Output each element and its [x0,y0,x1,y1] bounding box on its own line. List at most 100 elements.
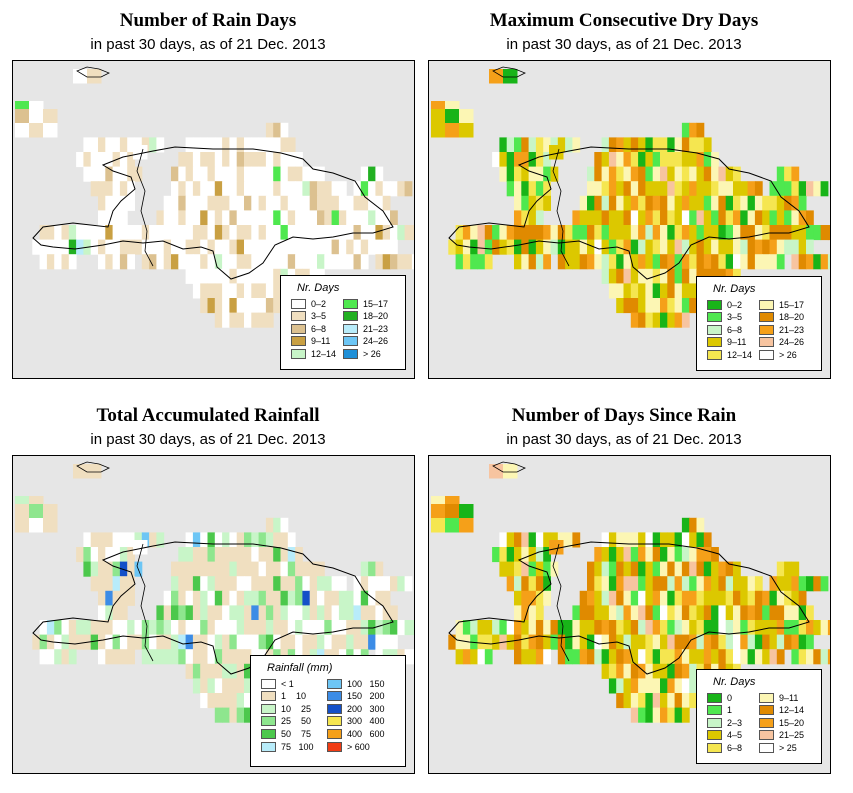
grid-cell [674,663,683,679]
grid-cell [601,547,610,563]
grid-cell [754,254,763,270]
island-outline [76,66,110,78]
legend-label: 21–25 [779,730,805,741]
grid-cell [594,225,603,241]
grid-cell [645,620,654,636]
grid-cell [98,605,106,621]
grid-cell [638,181,646,197]
grid-cell [711,605,719,621]
grid-cell [608,576,617,592]
grid-cell [594,605,603,621]
grid-cell [251,268,260,284]
grid-cell [251,210,260,226]
grid-cell [470,254,478,270]
grid-cell [660,561,668,577]
grid-cell [718,225,727,241]
grid-cell [499,532,508,548]
grid-cell [236,312,245,328]
grid-cell [798,620,807,636]
grid-cell [638,210,646,226]
grid-cell [185,137,194,153]
legend-swatch [707,692,722,703]
grid-cell [236,137,245,153]
grid-cell [236,298,245,314]
grid-cell [236,678,245,694]
grid-cell [630,590,639,606]
grid-cell [222,663,230,679]
grid-cell [681,590,690,606]
grid-cell [769,181,778,197]
grid-cell [798,590,807,606]
grid-cell [674,181,683,197]
grid-cell [528,605,537,621]
grid-cell [616,225,624,241]
grid-cell [638,576,646,592]
grid-cell [324,239,333,255]
grid-cell [776,590,785,606]
grid-cell [448,239,457,255]
grid-cell [346,590,354,606]
grid-cell [309,605,318,621]
grid-cell [689,225,697,241]
grid-cell [273,283,281,299]
grid-cell [601,590,610,606]
grid-cell [462,649,471,665]
legend-item: 400 600 [327,728,385,739]
grid-cell [163,239,172,255]
legend-swatch [343,311,358,322]
grid-cell [616,663,624,679]
grid-cell [506,620,515,636]
grid-cell [608,547,617,563]
grid-cell [514,239,522,255]
grid-cell [360,254,369,270]
grid-cell [119,605,128,621]
legend-item: 25 50 [261,716,311,727]
grid-cell [514,561,522,577]
grid-cell [754,210,763,226]
grid-cell [200,663,208,679]
legend-label: 100 150 [347,678,385,689]
grid-cell [587,166,595,182]
grid-cell [105,195,114,211]
grid-cell [762,239,770,255]
grid-cell [733,634,741,650]
grid-cell [674,137,683,153]
grid-cell [565,239,573,255]
legend-item: 24–26 [343,336,388,347]
grid-cell [236,195,245,211]
grid-cell [229,137,238,153]
island-outline [448,146,810,280]
grid-cell [660,239,668,255]
legend-label: 0–2 [311,298,327,309]
grid-cell [630,634,639,650]
grid-cell [382,239,391,255]
grid-cell [754,649,763,665]
grid-cell [492,152,500,168]
grid-cell [623,634,632,650]
grid-cell [244,576,252,592]
grid-cell [740,590,749,606]
grid-cell [608,620,617,636]
grid-cell [368,634,376,650]
grid-cell [791,225,800,241]
grid-cell [404,620,413,636]
grid-cell [222,605,230,621]
grid-cell [207,634,216,650]
grid-cell [178,181,187,197]
panel-subtitle: in past 30 days, as of 21 Dec. 2013 [506,431,742,448]
grid-cell [127,620,135,636]
grid-cell [557,532,566,548]
grid-cell [287,137,296,153]
grid-cell [557,225,566,241]
grid-cell [740,649,749,665]
grid-cell [747,225,756,241]
grid-cell [506,225,515,241]
grid-cell [572,532,581,548]
grid-cell [572,634,581,650]
grid-cell [207,678,216,694]
grid-cell [703,634,712,650]
grid-cell [353,181,362,197]
grid-cell [492,239,500,255]
legend-swatch [327,678,342,689]
grid-cell [689,620,697,636]
